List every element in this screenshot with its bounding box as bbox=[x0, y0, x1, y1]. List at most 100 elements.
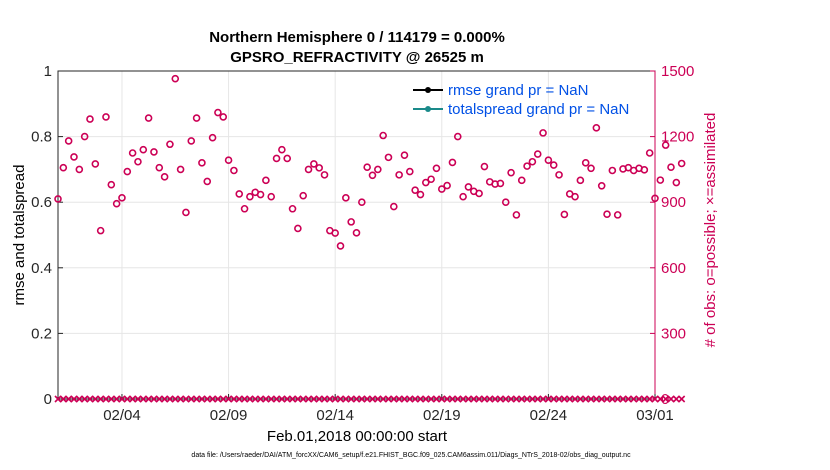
obs-assimilated-point bbox=[555, 395, 563, 403]
obs-assimilated-point bbox=[635, 395, 643, 403]
obs-assimilated-point bbox=[406, 395, 414, 403]
right-tick-label: 1200 bbox=[661, 129, 694, 146]
obs-assimilated-point bbox=[320, 395, 329, 403]
obs-possible-point bbox=[70, 153, 78, 161]
obs-possible-point bbox=[267, 192, 276, 201]
obs-assimilated-point bbox=[603, 395, 611, 403]
obs-possible-point bbox=[358, 198, 366, 206]
obs-possible-point bbox=[336, 242, 345, 250]
obs-possible-point bbox=[235, 190, 244, 198]
obs-assimilated-point bbox=[288, 395, 297, 403]
obs-possible-point bbox=[421, 178, 430, 187]
obs-assimilated-point bbox=[379, 395, 387, 403]
obs-assimilated-point bbox=[283, 395, 291, 403]
obs-assimilated-point bbox=[523, 395, 531, 403]
y-axis-label-left: rmse and totalspread bbox=[11, 165, 28, 306]
obs-assimilated-point bbox=[448, 395, 457, 403]
obs-possible-point bbox=[667, 163, 675, 172]
obs-assimilated-point bbox=[640, 395, 648, 403]
obs-possible-point bbox=[603, 210, 611, 219]
obs-possible-point bbox=[448, 158, 457, 167]
obs-possible-point bbox=[645, 149, 654, 157]
obs-assimilated-point bbox=[512, 395, 520, 403]
obs-assimilated-point bbox=[571, 395, 579, 403]
obs-possible-point bbox=[64, 137, 73, 145]
obs-possible-point bbox=[672, 178, 681, 187]
x-tick-label: 02/19 bbox=[423, 407, 461, 424]
obs-assimilated-point bbox=[363, 395, 371, 403]
obs-possible-point bbox=[571, 192, 579, 201]
obs-assimilated-point bbox=[129, 395, 137, 403]
obs-assimilated-point bbox=[582, 395, 590, 403]
obs-possible-point bbox=[661, 141, 670, 149]
x-tick-label: 02/24 bbox=[530, 407, 568, 424]
obs-possible-point bbox=[528, 157, 537, 166]
obs-assimilated-point bbox=[646, 395, 654, 403]
obs-assimilated-point bbox=[662, 395, 670, 403]
obs-possible-point bbox=[597, 182, 606, 190]
obs-assimilated-point bbox=[587, 395, 595, 403]
obs-assimilated-point bbox=[246, 395, 254, 403]
obs-possible-point bbox=[512, 211, 521, 219]
obs-assimilated-point bbox=[411, 395, 419, 403]
obs-possible-point bbox=[123, 167, 132, 176]
obs-possible-point bbox=[480, 162, 489, 171]
obs-possible-point bbox=[640, 166, 649, 174]
obs-possible-point bbox=[496, 179, 505, 188]
obs-assimilated-point bbox=[59, 395, 67, 403]
obs-possible-point bbox=[427, 175, 435, 184]
obs-assimilated-point bbox=[267, 395, 275, 403]
y-axis-label-right: # of obs: o=possible; ×=assimilated bbox=[702, 113, 719, 348]
obs-assimilated-point bbox=[262, 395, 270, 403]
obs-assimilated-point bbox=[619, 395, 627, 403]
obs-assimilated-point bbox=[251, 395, 259, 403]
obs-assimilated-point bbox=[331, 395, 339, 403]
obs-possible-point bbox=[390, 202, 398, 211]
obs-assimilated-point bbox=[310, 395, 318, 403]
obs-possible-point bbox=[288, 204, 297, 213]
obs-possible-point bbox=[363, 163, 371, 172]
obs-possible-point bbox=[219, 113, 228, 121]
obs-assimilated-point bbox=[113, 395, 121, 403]
obs-assimilated-point bbox=[528, 395, 536, 403]
obs-possible-point bbox=[256, 190, 265, 199]
obs-assimilated-point bbox=[219, 395, 227, 403]
obs-possible-point bbox=[453, 132, 462, 141]
left-tick-label: 0.6 bbox=[31, 194, 52, 211]
obs-assimilated-point bbox=[123, 395, 131, 403]
obs-assimilated-point bbox=[81, 395, 89, 403]
obs-possible-point bbox=[437, 185, 446, 193]
obs-possible-point bbox=[54, 195, 62, 203]
chart-title: Northern Hemisphere 0 / 114179 = 0.000% bbox=[209, 29, 505, 46]
obs-assimilated-point bbox=[315, 395, 323, 403]
obs-possible-point bbox=[272, 154, 281, 163]
obs-assimilated-point bbox=[454, 395, 462, 403]
obs-assimilated-point bbox=[678, 395, 686, 403]
x-tick-label: 02/09 bbox=[210, 407, 248, 424]
obs-assimilated-point bbox=[54, 395, 62, 403]
obs-possible-point bbox=[384, 153, 393, 162]
obs-assimilated-point bbox=[91, 395, 99, 403]
obs-assimilated-point bbox=[624, 395, 632, 403]
obs-possible-point bbox=[182, 208, 190, 217]
obs-possible-point bbox=[102, 113, 110, 121]
obs-assimilated-point bbox=[336, 395, 345, 403]
obs-possible-point bbox=[613, 211, 622, 219]
obs-assimilated-point bbox=[667, 395, 675, 403]
obs-possible-point bbox=[432, 164, 441, 173]
obs-assimilated-point bbox=[464, 395, 473, 403]
obs-assimilated-point bbox=[534, 395, 542, 403]
obs-assimilated-point bbox=[342, 395, 350, 403]
obs-possible-point bbox=[80, 132, 89, 141]
obs-possible-point bbox=[315, 164, 323, 172]
obs-assimilated-point bbox=[187, 395, 195, 403]
legend: rmse grand pr = NaN totalspread grand pr… bbox=[413, 82, 629, 118]
obs-possible-point bbox=[501, 198, 510, 206]
obs-assimilated-point bbox=[608, 395, 616, 403]
obs-possible-point bbox=[128, 149, 137, 157]
obs-possible-point bbox=[374, 165, 382, 174]
obs-possible-point bbox=[294, 224, 302, 233]
obs-possible-point bbox=[166, 140, 174, 149]
obs-assimilated-point bbox=[209, 395, 217, 403]
